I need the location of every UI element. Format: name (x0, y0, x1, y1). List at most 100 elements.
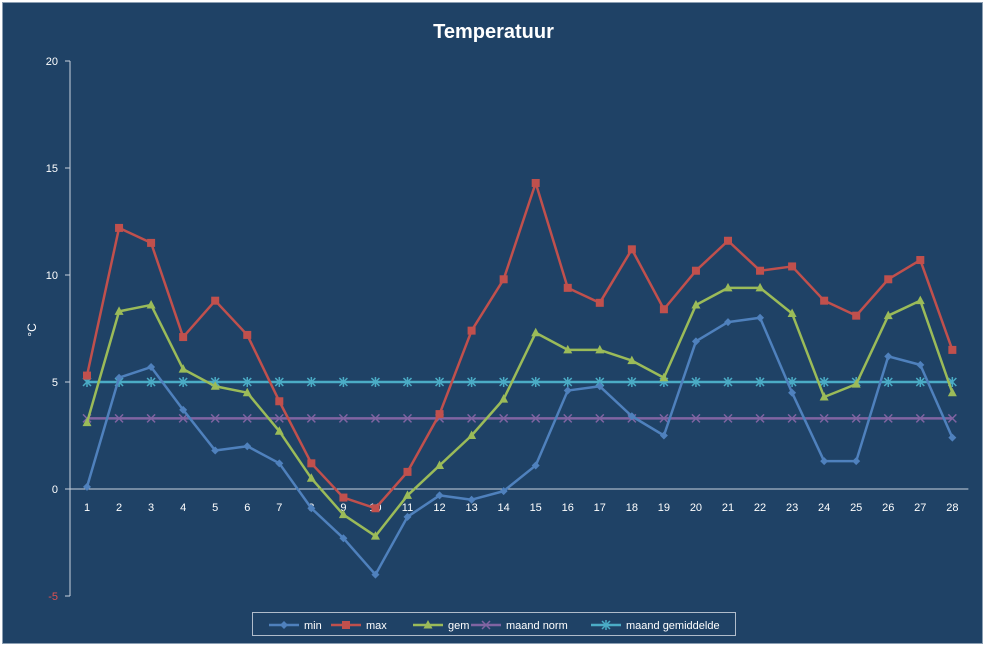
x-tick-label: 5 (212, 502, 218, 514)
data-point-max (691, 266, 700, 275)
x-tick-label: 1 (84, 502, 90, 514)
x-tick-label: 3 (148, 502, 154, 514)
x-tick-label: 28 (946, 502, 958, 514)
x-tick-label: 26 (882, 502, 894, 514)
series-line-max (85, 181, 954, 510)
data-point-maand-norm (531, 413, 541, 423)
data-point-gem (274, 426, 284, 435)
data-point-max (83, 371, 91, 380)
y-tick-label: 0 (52, 484, 58, 496)
x-tick-label: 4 (180, 502, 186, 514)
data-point-min (531, 461, 540, 470)
x-tick-label: 21 (722, 502, 734, 514)
series-gem (82, 282, 957, 540)
data-point-maand-norm (499, 413, 509, 423)
data-point-max (948, 345, 957, 354)
legend-marker (481, 620, 491, 630)
x-tick-label: 9 (340, 502, 346, 514)
data-point-gem (435, 460, 445, 469)
data-point-max (339, 493, 348, 502)
data-point-min (275, 459, 284, 468)
data-point-maand-gemiddelde (242, 377, 252, 387)
x-tick-label: 16 (562, 502, 574, 514)
series-min (83, 313, 957, 579)
data-point-gem (563, 344, 573, 354)
data-point-maand-gemiddelde (531, 377, 541, 387)
data-point-max (531, 178, 540, 187)
data-point-maand-norm (210, 413, 220, 423)
data-point-maand-gemiddelde (723, 377, 733, 387)
legend-marker (280, 621, 288, 629)
data-point-min (147, 363, 156, 372)
legend-label: max (366, 620, 387, 632)
data-point-min (371, 570, 380, 579)
y-tick-label: -5 (48, 591, 58, 603)
data-point-maand-norm (178, 413, 188, 423)
data-point-maand-gemiddelde (819, 377, 829, 387)
data-point-min (563, 386, 572, 395)
data-point-maand-norm (787, 413, 797, 423)
data-point-maand-gemiddelde (755, 377, 765, 387)
data-point-gem (306, 473, 316, 482)
data-point-min (467, 495, 476, 504)
data-point-maand-norm (306, 413, 316, 423)
data-point-maand-norm (819, 413, 829, 423)
x-tick-label: 25 (850, 502, 862, 514)
data-point-max (659, 305, 668, 314)
data-point-maand-norm (915, 413, 925, 423)
x-tick-label: 17 (594, 502, 606, 514)
data-point-gem (114, 306, 124, 315)
legend-item-maand-norm: maand norm (471, 620, 568, 632)
data-point-maand-norm (402, 413, 413, 423)
data-point-min (435, 491, 444, 500)
data-point-maand-gemiddelde (691, 377, 701, 387)
data-point-gem (819, 391, 829, 401)
data-point-gem (691, 299, 701, 309)
data-point-max (435, 410, 444, 419)
x-tick-label: 7 (276, 502, 282, 514)
y-tick-label: 10 (46, 270, 58, 282)
data-point-max (595, 298, 604, 307)
data-point-gem (82, 417, 92, 427)
x-tick-label: 12 (433, 502, 445, 514)
data-point-max (788, 262, 797, 271)
data-point-gem (146, 299, 156, 309)
legend-item-maand-gemiddelde: maand gemiddelde (591, 620, 720, 632)
data-point-gem (883, 310, 893, 320)
data-point-min (83, 482, 91, 491)
x-tick-label: 13 (465, 502, 477, 514)
x-tick-label: 15 (530, 502, 542, 514)
data-point-maand-gemiddelde (627, 377, 637, 387)
data-point-max (467, 326, 476, 335)
data-point-maand-norm (883, 413, 893, 423)
data-point-maand-gemiddelde (915, 377, 925, 387)
x-tick-label: 14 (498, 502, 510, 514)
data-point-max (756, 266, 765, 275)
data-point-max (179, 333, 188, 342)
data-point-maand-gemiddelde (499, 377, 509, 387)
data-point-min (659, 431, 668, 440)
data-point-maand-norm (274, 413, 284, 423)
x-tick-label: 20 (690, 502, 702, 514)
data-point-max (820, 296, 829, 305)
data-point-min (820, 457, 829, 466)
data-point-maand-norm (467, 413, 477, 423)
data-point-gem (242, 387, 252, 397)
data-point-maand-norm (691, 413, 701, 423)
data-point-maand-norm (563, 413, 573, 423)
data-point-max (499, 275, 508, 284)
legend-item-gem: gem (413, 620, 469, 632)
data-point-gem (787, 308, 797, 318)
data-point-min (724, 318, 732, 327)
data-point-max (852, 311, 861, 320)
data-point-maand-norm (851, 413, 861, 423)
data-point-min (179, 405, 188, 414)
data-point-maand-gemiddelde (146, 377, 156, 387)
chart-title: Temperatuur (433, 21, 554, 43)
legend-label: maand norm (506, 620, 568, 632)
data-point-max (147, 238, 156, 247)
legend: min max gem maand norm maand gemiddelde (252, 612, 736, 636)
data-point-min (307, 504, 316, 513)
data-point-gem (178, 364, 188, 373)
